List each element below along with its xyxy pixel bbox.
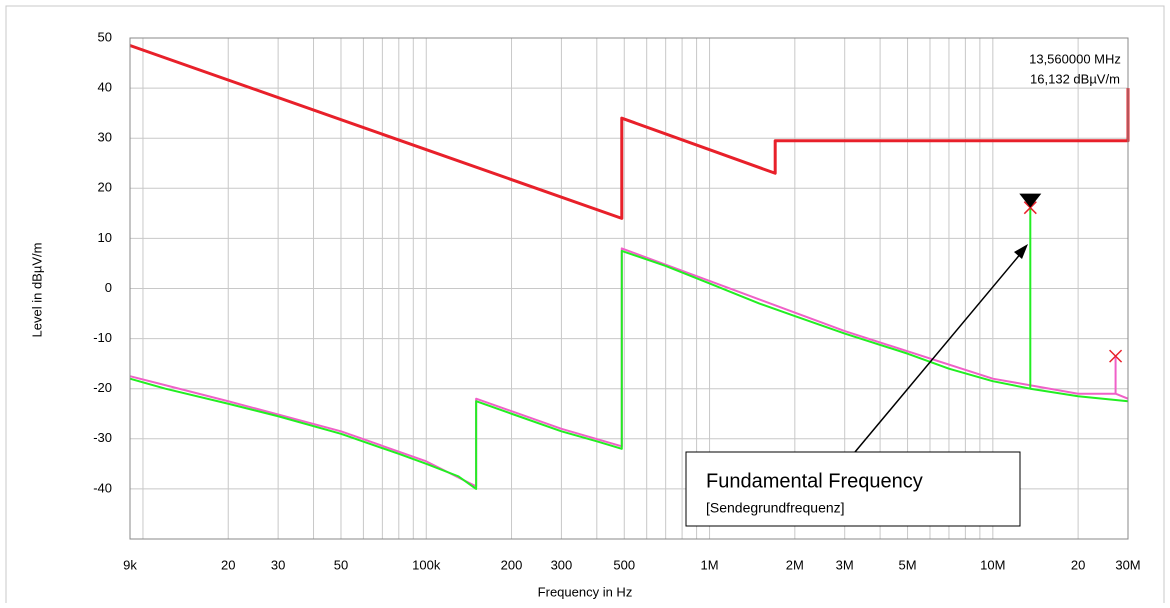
x-tick-label: 50	[334, 557, 348, 572]
x-tick-label: 5M	[899, 557, 917, 572]
marker-triangle	[1019, 193, 1042, 208]
x-tick-label: 100k	[412, 557, 441, 572]
y-tick-label: -10	[93, 330, 112, 345]
x-tick-label: 20	[221, 557, 235, 572]
marker-freq: 13,560000 MHz	[1029, 51, 1121, 66]
x-tick-label: 200	[501, 557, 523, 572]
x-tick-label: 30M	[1115, 557, 1140, 572]
x-tick-label: 10M	[980, 557, 1005, 572]
y-tick-label: 30	[98, 130, 112, 145]
x-tick-label: 9k	[123, 557, 137, 572]
x-tick-label: 2M	[786, 557, 804, 572]
marker-x	[1023, 201, 1037, 215]
arrow-head	[1014, 244, 1028, 259]
y-axis-title: Level in dBµV/m	[29, 243, 44, 338]
annotation-title: Fundamental Frequency	[706, 470, 923, 492]
x-tick-label: 20	[1071, 557, 1085, 572]
annotation-arrow	[854, 251, 1023, 453]
plot-border	[129, 37, 1129, 540]
y-tick-label: 20	[98, 180, 112, 195]
series-line	[129, 247, 1129, 488]
x-axis-title: Frequency in Hz	[538, 584, 633, 599]
y-tick-label: 0	[105, 280, 112, 295]
y-tick-label: 40	[98, 80, 112, 95]
x-tick-label: 300	[551, 557, 573, 572]
x-tick-label: 1M	[701, 557, 719, 572]
x-tick-label: 500	[613, 557, 635, 572]
y-tick-label: -30	[93, 430, 112, 445]
x-tick-label: 30	[271, 557, 285, 572]
series-line	[129, 206, 1129, 490]
annotation-subtitle: [Sendegrundfrequenz]	[706, 500, 845, 516]
y-tick-label: -20	[93, 380, 112, 395]
x-tick-label: 3M	[836, 557, 854, 572]
y-tick-label: -40	[93, 480, 112, 495]
y-tick-label: 10	[98, 230, 112, 245]
frame	[5, 5, 1165, 608]
plot	[129, 44, 1130, 490]
y-tick-label: 50	[98, 29, 112, 44]
annotation-box	[685, 451, 1021, 527]
series-line	[129, 44, 1130, 220]
marker-level: 16,132 dBµV/m	[1030, 71, 1120, 86]
marker-x	[1109, 349, 1123, 363]
